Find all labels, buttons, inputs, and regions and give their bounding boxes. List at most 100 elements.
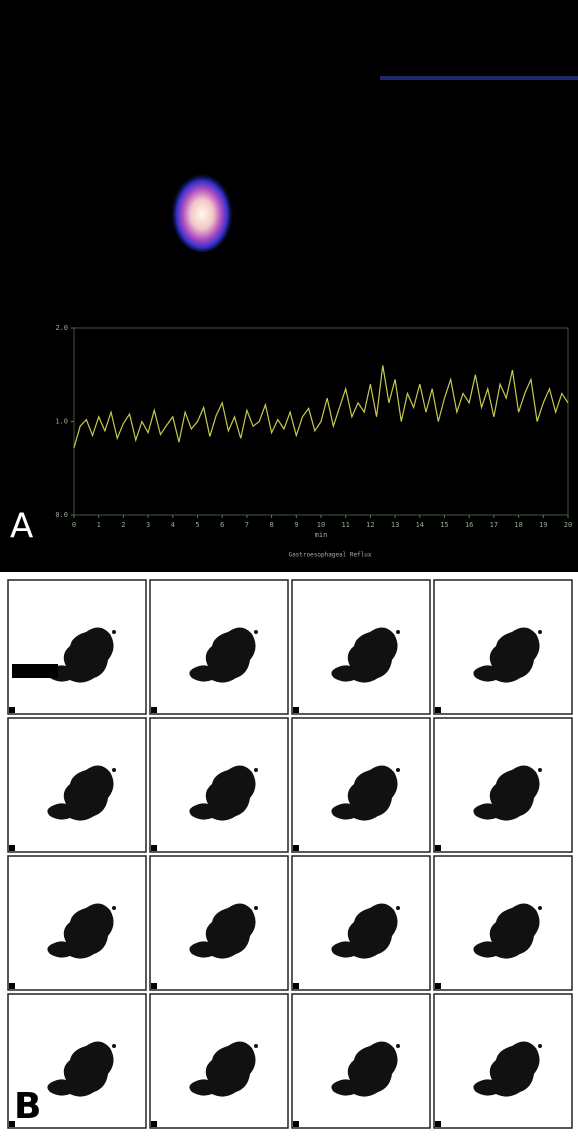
- frame-marker: [435, 707, 441, 713]
- scan-hotspot: [170, 168, 234, 252]
- blob-speck: [396, 768, 400, 772]
- panel-a-label: A: [10, 507, 33, 547]
- x-tick-label: 20: [564, 521, 572, 529]
- blob-speck: [396, 906, 400, 910]
- x-tick-label: 8: [269, 521, 273, 529]
- frame-marker: [293, 707, 299, 713]
- x-tick-label: 9: [294, 521, 298, 529]
- panel-b-label: B: [14, 1086, 41, 1127]
- blob-speck: [71, 811, 77, 817]
- blob-speck: [355, 673, 361, 679]
- stomach-blob: [47, 627, 114, 683]
- x-tick-label: 14: [416, 521, 424, 529]
- stomach-blob: [47, 1041, 114, 1097]
- blob-speck: [213, 1087, 219, 1093]
- frame: [7, 993, 147, 1129]
- x-axis-label: min: [315, 531, 328, 539]
- y-tick-label: 2.0: [55, 324, 68, 332]
- stomach-blob: [473, 1041, 540, 1097]
- frame-marker: [435, 1121, 441, 1127]
- x-tick-label: 0: [72, 521, 76, 529]
- frame-marker: [151, 845, 157, 851]
- x-tick-label: 12: [366, 521, 374, 529]
- x-tick-label: 10: [317, 521, 325, 529]
- blob-speck: [254, 1044, 258, 1048]
- stomach-blob: [189, 627, 256, 683]
- x-tick-label: 16: [465, 521, 473, 529]
- frame-marker: [9, 983, 15, 989]
- x-tick-label: 5: [195, 521, 199, 529]
- blob-speck: [497, 673, 503, 679]
- scan-streak: [380, 76, 578, 80]
- blob-speck: [497, 1087, 503, 1093]
- blob-speck: [112, 906, 116, 910]
- stomach-blob: [473, 765, 540, 821]
- y-tick-label: 0.0: [55, 511, 68, 519]
- scale-bar: [12, 664, 58, 678]
- stomach-blob: [331, 765, 398, 821]
- blob-speck: [538, 630, 542, 634]
- frame-marker: [435, 983, 441, 989]
- blob-speck: [213, 949, 219, 955]
- frame-marker: [293, 845, 299, 851]
- blob-speck: [213, 811, 219, 817]
- blob-speck: [112, 1044, 116, 1048]
- x-tick-label: 4: [171, 521, 175, 529]
- blob-speck: [71, 1087, 77, 1093]
- stomach-blob: [189, 1041, 256, 1097]
- x-tick-label: 13: [391, 521, 399, 529]
- stomach-blob: [331, 903, 398, 959]
- frame-marker: [9, 707, 15, 713]
- stomach-blob: [47, 903, 114, 959]
- x-tick-label: 3: [146, 521, 150, 529]
- frame-marker: [293, 983, 299, 989]
- x-tick-label: 17: [490, 521, 498, 529]
- x-tick-label: 11: [341, 521, 349, 529]
- frame-marker: [293, 1121, 299, 1127]
- blob-speck: [497, 949, 503, 955]
- stomach-blob: [473, 627, 540, 683]
- blob-speck: [254, 768, 258, 772]
- x-tick-label: 19: [539, 521, 547, 529]
- blob-speck: [112, 768, 116, 772]
- blob-speck: [497, 811, 503, 817]
- blob-speck: [538, 906, 542, 910]
- frame-marker: [151, 707, 157, 713]
- stomach-blob: [47, 765, 114, 821]
- data-line: [73, 365, 569, 448]
- stomach-blob: [189, 765, 256, 821]
- stomach-blob: [331, 627, 398, 683]
- stomach-blob: [189, 903, 256, 959]
- blob-speck: [254, 630, 258, 634]
- x-tick-label: 1: [97, 521, 101, 529]
- blob-speck: [355, 811, 361, 817]
- stomach-blob: [331, 1041, 398, 1097]
- frame-marker: [9, 1121, 15, 1127]
- blob-speck: [71, 673, 77, 679]
- blob-speck: [71, 949, 77, 955]
- x-tick-label: 2: [121, 521, 125, 529]
- blob-speck: [538, 768, 542, 772]
- frame-marker: [435, 845, 441, 851]
- blob-speck: [538, 1044, 542, 1048]
- stomach-blob: [473, 903, 540, 959]
- frame-marker: [151, 983, 157, 989]
- x-tick-label: 6: [220, 521, 224, 529]
- blob-speck: [112, 630, 116, 634]
- blob-speck: [254, 906, 258, 910]
- panel-b-title: Gastroesophageal Reflux: [288, 552, 371, 559]
- x-tick-label: 18: [514, 521, 522, 529]
- frame-grid: [7, 579, 573, 1129]
- y-tick-label: 1.0: [55, 418, 68, 426]
- x-tick-label: 15: [440, 521, 448, 529]
- frame-marker: [9, 845, 15, 851]
- blob-speck: [355, 1087, 361, 1093]
- blob-speck: [396, 630, 400, 634]
- blob-speck: [213, 673, 219, 679]
- frame-marker: [151, 1121, 157, 1127]
- x-tick-label: 7: [245, 521, 249, 529]
- panel-a-background: [0, 0, 578, 572]
- blob-speck: [355, 949, 361, 955]
- blob-speck: [396, 1044, 400, 1048]
